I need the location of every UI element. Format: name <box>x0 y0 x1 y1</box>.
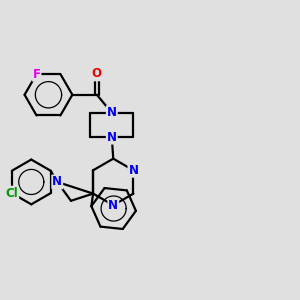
Text: N: N <box>52 176 62 188</box>
Text: N: N <box>108 199 118 212</box>
Text: N: N <box>107 106 117 119</box>
Text: Cl: Cl <box>5 187 18 200</box>
Text: N: N <box>107 131 117 144</box>
Text: O: O <box>92 68 102 80</box>
Text: F: F <box>32 68 40 81</box>
Text: N: N <box>128 164 138 177</box>
